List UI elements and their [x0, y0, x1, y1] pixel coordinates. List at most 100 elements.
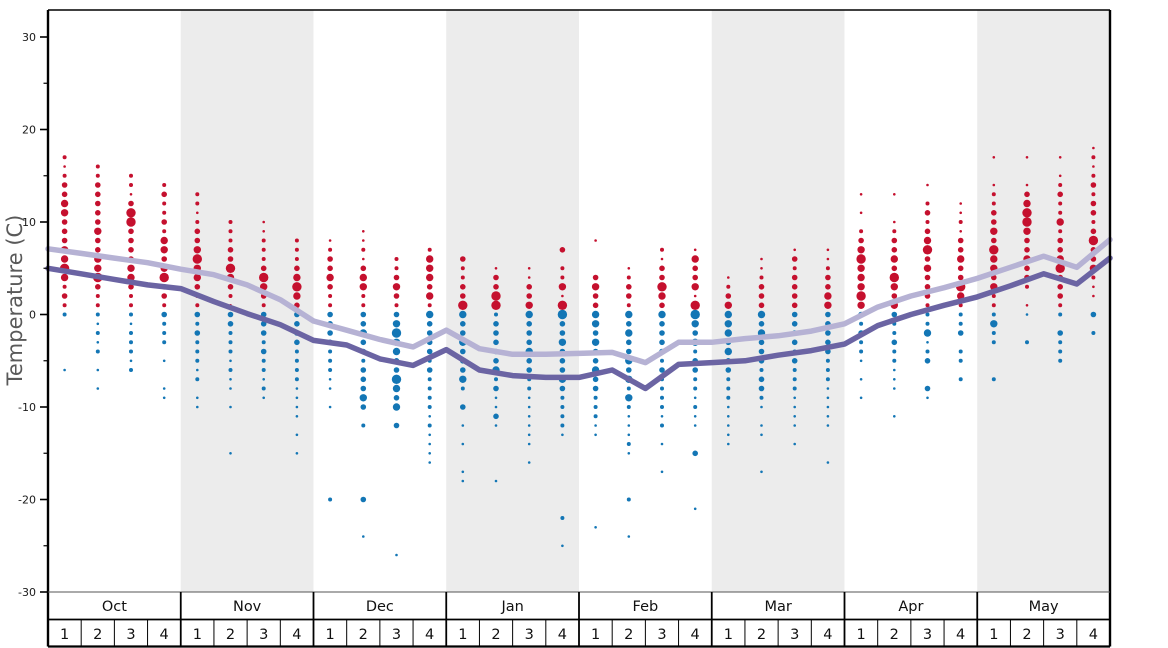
scatter-dot-red: [361, 303, 366, 308]
scatter-dot-red: [991, 303, 996, 308]
scatter-dot-red: [491, 291, 501, 301]
scatter-dot-blue: [494, 405, 498, 409]
scatter-dot-red: [1058, 156, 1062, 159]
scatter-dot-blue: [792, 386, 797, 391]
scatter-dot-blue: [660, 470, 664, 474]
scatter-dot-blue: [758, 385, 765, 392]
scatter-dot-red: [460, 256, 466, 262]
week-label: 2: [1022, 627, 1031, 643]
scatter-dot-red: [162, 229, 167, 234]
scatter-dot-blue: [228, 349, 233, 354]
scatter-dot-blue: [196, 396, 199, 400]
scatter-dot-red: [1092, 285, 1095, 289]
scatter-dot-blue: [727, 442, 730, 446]
scatter-dot-red: [824, 292, 832, 300]
scatter-dot-blue: [626, 497, 631, 502]
scatter-dot-blue: [261, 358, 266, 363]
week-label: 3: [790, 627, 799, 643]
scatter-dot-red: [491, 300, 501, 310]
scatter-dot-blue: [428, 433, 432, 437]
week-label: 1: [591, 627, 600, 643]
scatter-dot-blue: [926, 341, 929, 344]
scatter-dot-red: [560, 275, 565, 280]
scatter-dot-blue: [859, 359, 863, 363]
scatter-dot-blue: [227, 311, 234, 318]
scatter-dot-blue: [493, 321, 499, 327]
scatter-dot-red: [857, 264, 865, 272]
scatter-dot-blue: [791, 358, 798, 364]
scatter-dot-red: [161, 293, 167, 299]
scatter-dot-red: [160, 236, 168, 245]
scatter-dot-blue: [426, 367, 433, 373]
scatter-dot-red: [162, 210, 167, 215]
scatter-dot-red: [856, 254, 866, 264]
scatter-dot-blue: [558, 338, 567, 346]
scatter-dot-red: [760, 257, 763, 261]
scatter-dot-blue: [361, 358, 366, 363]
scatter-dot-red: [990, 255, 998, 263]
scatter-dot-blue: [758, 321, 765, 327]
scatter-dot-blue: [826, 396, 830, 400]
week-label: 1: [724, 627, 733, 643]
scatter-dot-blue: [392, 347, 401, 356]
scatter-dot-red: [626, 275, 631, 280]
scatter-dot-red: [128, 228, 134, 235]
scatter-dot-blue: [559, 358, 566, 364]
scatter-dot-red: [658, 292, 666, 300]
scatter-dot-red: [162, 303, 167, 308]
scatter-dot-blue: [494, 312, 498, 317]
scatter-dot-red: [1023, 227, 1031, 235]
scatter-dot-blue: [826, 424, 830, 427]
scatter-dot-blue: [161, 311, 167, 318]
scatter-dot-blue: [427, 395, 432, 400]
scatter-dot-blue: [925, 349, 930, 354]
scatter-dot-blue: [194, 311, 201, 318]
scatter-dot-blue: [96, 341, 100, 344]
scatter-dot-red: [959, 202, 962, 205]
scatter-dot-red: [361, 294, 366, 298]
scatter-dot-blue: [660, 405, 664, 409]
scatter-dot-red: [95, 173, 100, 178]
scatter-dot-blue: [360, 496, 367, 503]
scatter-dot-blue: [594, 526, 597, 529]
scatter-dot-red: [791, 284, 798, 290]
scatter-dot-blue: [526, 321, 532, 327]
scatter-dot-red: [193, 246, 201, 254]
scatter-dot-blue: [392, 384, 401, 393]
scatter-dot-blue: [693, 377, 698, 382]
scatter-dot-red: [394, 303, 399, 308]
scatter-dot-red: [61, 228, 68, 235]
scatter-dot-red: [992, 156, 996, 159]
scatter-dot-red: [293, 273, 301, 282]
scatter-dot-red: [857, 301, 865, 309]
scatter-dot-red: [659, 265, 665, 272]
scatter-dot-red: [126, 208, 136, 218]
scatter-dot-red: [292, 282, 302, 292]
scatter-dot-red: [293, 292, 301, 300]
week-label: 2: [226, 627, 235, 643]
scatter-dot-blue: [426, 310, 434, 319]
scatter-dot-blue: [294, 321, 300, 327]
scatter-dot-blue: [96, 387, 100, 390]
scatter-dot-red: [493, 284, 499, 290]
scatter-dot-red: [1056, 218, 1064, 226]
scatter-dot-red: [825, 284, 831, 290]
scatter-dot-red: [60, 273, 69, 282]
scatter-dot-red: [1058, 303, 1063, 308]
scatter-dot-red: [193, 273, 201, 282]
scatter-dot-blue: [327, 330, 333, 336]
scatter-dot-blue: [162, 331, 167, 335]
scatter-dot-red: [1091, 192, 1096, 197]
scatter-dot-blue: [760, 424, 763, 427]
scatter-dot-red: [692, 265, 698, 272]
scatter-dot-blue: [660, 358, 664, 363]
scatter-dot-blue: [760, 405, 763, 409]
scatter-dot-red: [926, 183, 929, 187]
scatter-dot-red: [195, 201, 200, 206]
scatter-dot-blue: [859, 378, 863, 381]
scatter-dot-red: [857, 283, 865, 291]
scatter-dot-red: [129, 183, 133, 187]
scatter-dot-red: [61, 219, 68, 225]
scatter-dot-blue: [692, 330, 698, 336]
